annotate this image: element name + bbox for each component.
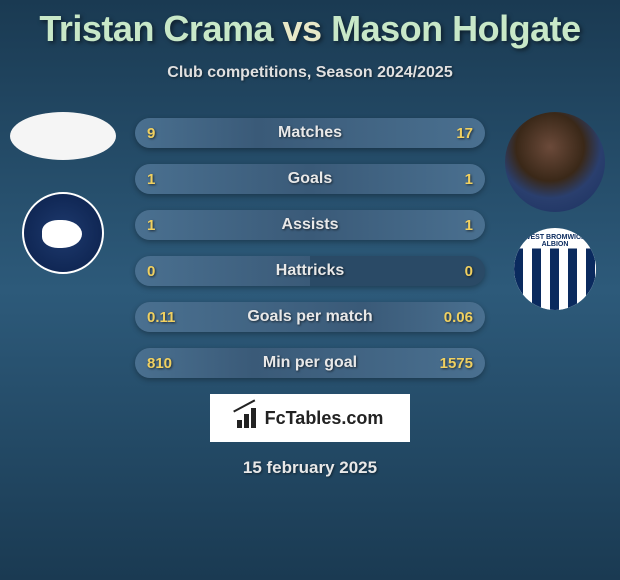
stat-label: Min per goal (263, 354, 357, 372)
stat-row: 0.11 Goals per match 0.06 (135, 302, 485, 332)
player2-club-badge: WEST BROMWICHALBION (514, 228, 596, 310)
stat-label: Goals (288, 170, 332, 188)
player1-club-badge (22, 192, 104, 274)
stat-row: 0 Hattricks 0 (135, 256, 485, 286)
stat-fill-right (310, 164, 485, 194)
player2-photo (505, 112, 605, 212)
stat-value-right: 1 (465, 217, 473, 234)
date: 15 february 2025 (0, 458, 620, 478)
stat-row: 1 Assists 1 (135, 210, 485, 240)
stat-value-left: 9 (147, 125, 155, 142)
stat-row: 810 Min per goal 1575 (135, 348, 485, 378)
comparison-content: WEST BROMWICHALBION 9 Matches 17 1 Goals 1 1 As… (0, 112, 620, 378)
player2-column: WEST BROMWICHALBION (500, 112, 610, 310)
stat-row: 1 Goals 1 (135, 164, 485, 194)
stat-value-left: 1 (147, 171, 155, 188)
fctables-icon (237, 408, 259, 428)
stats-bars: 9 Matches 17 1 Goals 1 1 Assists 1 0 Hattricks 0 0.1… (135, 112, 485, 378)
vs-text: vs (283, 8, 322, 49)
player1-name: Tristan Crama (39, 8, 273, 49)
stat-label: Matches (278, 124, 342, 142)
player2-name: Mason Holgate (331, 8, 581, 49)
player1-column (8, 112, 118, 274)
stat-value-right: 1 (465, 171, 473, 188)
comparison-title: Tristan Crama vs Mason Holgate (0, 0, 620, 50)
stat-value-right: 0 (465, 263, 473, 280)
stat-row: 9 Matches 17 (135, 118, 485, 148)
stat-value-left: 0.11 (147, 309, 175, 326)
stat-value-left: 0 (147, 263, 155, 280)
stat-label: Goals per match (247, 308, 372, 326)
branding-badge[interactable]: FcTables.com (210, 394, 410, 442)
stat-value-left: 810 (147, 355, 172, 372)
branding-text: FcTables.com (265, 408, 384, 429)
stat-label: Hattricks (276, 262, 344, 280)
stat-value-right: 17 (456, 125, 473, 142)
stat-value-left: 1 (147, 217, 155, 234)
stat-value-right: 1575 (440, 355, 473, 372)
player1-photo (10, 112, 116, 160)
stat-fill-left (135, 164, 310, 194)
wba-badge-text: WEST BROMWICHALBION (514, 234, 596, 248)
subtitle: Club competitions, Season 2024/2025 (0, 64, 620, 82)
stat-label: Assists (282, 216, 339, 234)
stat-value-right: 0.06 (444, 309, 473, 326)
